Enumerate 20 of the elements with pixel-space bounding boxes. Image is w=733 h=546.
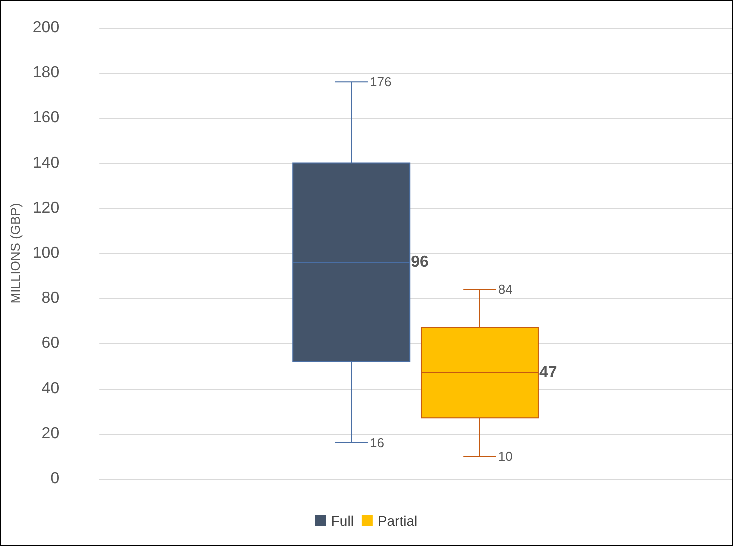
y-tick-label: 160 [32, 110, 60, 127]
y-tick-label: 100 [32, 245, 60, 262]
legend-label: Partial [378, 513, 418, 529]
y-tick-label: 180 [32, 64, 60, 82]
y-axis-title: MILLIONS (GBP) [8, 203, 23, 304]
y-tick-label: 120 [32, 200, 60, 217]
annotation: 96 [411, 254, 430, 272]
annotation: 47 [539, 364, 558, 382]
y-tick-label: 60 [42, 335, 60, 352]
y-tick-label: 0 [50, 470, 60, 488]
annotation: 84 [498, 282, 513, 298]
y-tick-label: 20 [42, 425, 60, 442]
y-tick-label: 200 [32, 20, 60, 36]
annotation: 16 [370, 435, 384, 450]
y-tick-label: 140 [32, 154, 60, 172]
annotation: 176 [370, 74, 392, 90]
annotation: 10 [498, 448, 513, 464]
y-tick-label: 40 [42, 380, 60, 398]
legend-label: Full [331, 513, 354, 529]
y-tick-label: 80 [42, 290, 60, 308]
